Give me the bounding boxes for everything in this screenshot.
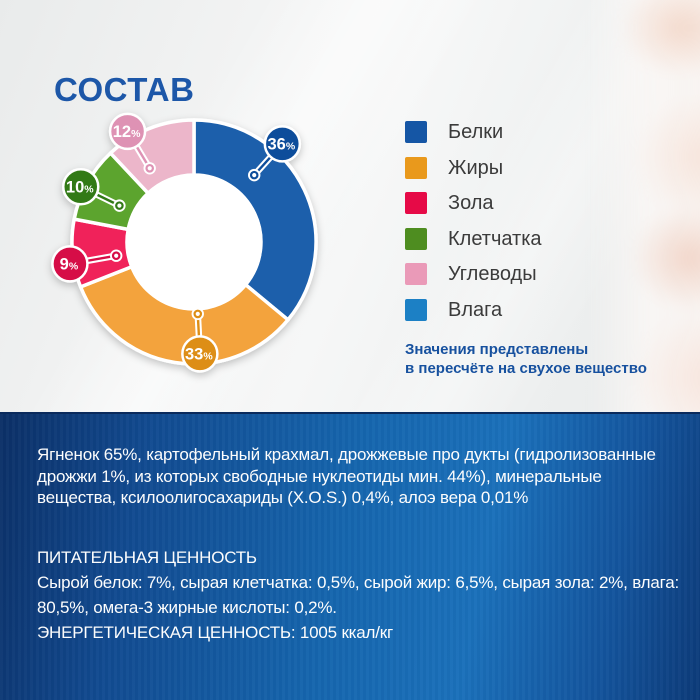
- callout-bubble-1: [181, 335, 219, 373]
- callout-dot: [110, 249, 123, 262]
- legend-label: Белки: [448, 121, 504, 143]
- callout-dot-ring: [111, 251, 121, 261]
- legend-color-swatch: [405, 156, 427, 179]
- legend-color-swatch: [405, 121, 427, 143]
- legend-item: Углеводы: [405, 263, 542, 285]
- legend-color-swatch: [405, 298, 427, 321]
- callout-value: 12%: [113, 123, 141, 141]
- legend-item: Жиры: [405, 156, 542, 179]
- legend-item: Клетчатка: [405, 227, 542, 250]
- legend-label: Клетчатка: [448, 227, 542, 250]
- callout-bubble-3: [62, 168, 100, 206]
- nutrition-block: ПИТАТЕЛЬНАЯ ЦЕННОСТЬ Сырой белок: 7%, сы…: [37, 545, 687, 645]
- callout-dot: [191, 307, 204, 321]
- callout-dot-ring: [115, 201, 124, 210]
- legend-label: Влага: [448, 298, 503, 321]
- blurred-product-photo: [588, 0, 700, 442]
- callout-bubble-0: [263, 125, 302, 163]
- callout-value: 9%: [60, 255, 79, 273]
- legend-item: Влага: [405, 298, 542, 321]
- nutrition-text: Сырой белок: 7%, сырая клетчатка: 0,5%, …: [37, 573, 680, 617]
- legend-label: Углеводы: [448, 263, 537, 285]
- legend-color-swatch: [405, 227, 427, 250]
- callout-bubble-2: [51, 245, 89, 283]
- callout-dot-ring: [193, 309, 203, 319]
- note-line-1: Значения представлены: [405, 341, 589, 358]
- donut-hole: [125, 173, 263, 311]
- top-section: СОСТАВ 36% 33% 9% 10% 12% Белки Жиры Зола Кл…: [0, 0, 700, 442]
- composition-donut-chart: 36% 33% 9% 10% 12%: [51, 112, 318, 373]
- chart-legend: Белки Жиры Зола Клетчатка Углеводы Влага: [405, 121, 542, 321]
- callout-dot: [143, 162, 156, 175]
- callout-dot-ring: [249, 170, 259, 180]
- legend-color-swatch: [405, 263, 427, 285]
- legend-label: Жиры: [448, 156, 504, 179]
- info-panel: Ягненок 65%, картофельный крахмал, дрожж…: [0, 412, 700, 700]
- callout-value: 10%: [66, 178, 94, 196]
- legend-item: Зола: [405, 192, 542, 214]
- callout-dot: [113, 199, 126, 212]
- legend-color-swatch: [405, 192, 427, 214]
- callout-value: 36%: [267, 135, 295, 153]
- callout-bubble-4: [108, 112, 147, 151]
- legend-item: Белки: [405, 121, 542, 143]
- callout-value: 33%: [185, 345, 213, 363]
- page-title: СОСТАВ: [54, 71, 195, 109]
- callout-dot: [248, 168, 261, 182]
- note-line-2: в пересчёте на свухое вещество: [405, 360, 647, 377]
- energy-text: ЭНЕРГЕТИЧЕСКАЯ ЦЕННОСТЬ: 1005 ккал/кг: [37, 623, 394, 642]
- nutrition-title: ПИТАТЕЛЬНАЯ ЦЕННОСТЬ: [37, 548, 257, 567]
- callout-dot-ring: [145, 163, 155, 173]
- legend-label: Зола: [448, 192, 494, 214]
- dry-matter-note: Значения представлены в пересчёте на сву…: [405, 340, 647, 378]
- ingredients-text: Ягненок 65%, картофельный крахмал, дрожж…: [37, 445, 656, 507]
